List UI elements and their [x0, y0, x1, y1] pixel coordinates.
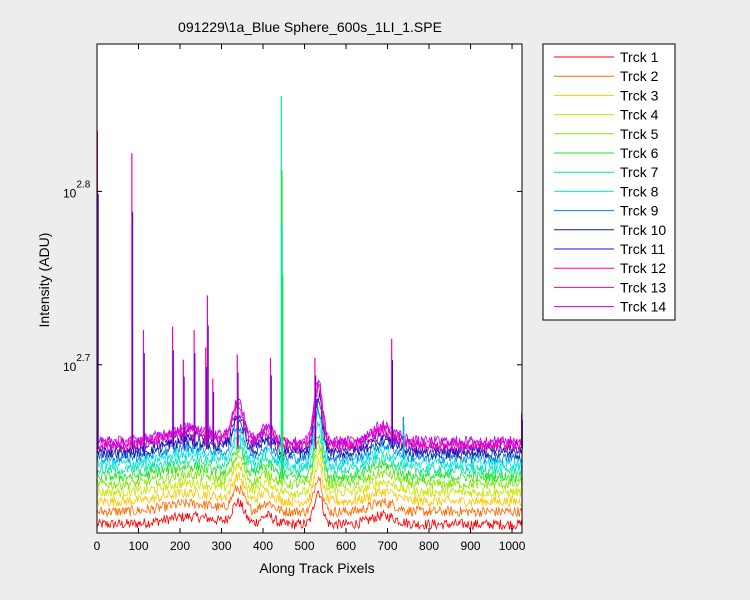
- x-tick-label: 900: [461, 539, 481, 553]
- plot-frame: [96, 43, 523, 534]
- legend-entry: Trck 2: [620, 68, 659, 84]
- legend-entry: Trck 13: [620, 279, 666, 295]
- plot-area: [97, 44, 522, 533]
- x-tick-label: 0: [94, 539, 101, 553]
- legend-box: [542, 43, 676, 321]
- legend-entry: Trck 3: [620, 87, 659, 103]
- series-line: [96, 449, 523, 499]
- legend-entry: Trck 11: [620, 241, 665, 257]
- x-tick-label: 600: [336, 539, 356, 553]
- chart-title: 091229\1a_Blue Sphere_600s_1LI_1.SPE: [178, 19, 442, 35]
- y-tick-label: 102.7: [63, 353, 91, 374]
- legend: Trck 1 Trck 2 Trck 3 Trck 4 Trck 5 Trck 6 Trck…: [542, 43, 676, 321]
- legend-entry: Trck 4: [620, 107, 659, 123]
- x-tick-label: 1000: [499, 539, 526, 553]
- series-line: [96, 421, 523, 476]
- legend-entry: Trck 7: [620, 164, 659, 180]
- x-tick-label: 100: [128, 539, 148, 553]
- x-tick-label: 200: [170, 539, 190, 553]
- series-line: [96, 458, 523, 508]
- series-layer: [96, 96, 523, 531]
- x-axis-label: Along Track Pixels: [259, 560, 374, 576]
- series-line: [96, 476, 523, 518]
- legend-entry: Trck 10: [620, 222, 666, 238]
- legend-entry: Trck 1: [620, 49, 659, 65]
- x-tick-label: 500: [295, 539, 315, 553]
- series-line: [96, 439, 523, 490]
- series-line: [96, 379, 523, 448]
- legend-entry: Trck 8: [620, 183, 659, 199]
- x-tick-label: 700: [378, 539, 398, 553]
- x-tick-label: 300: [211, 539, 231, 553]
- series-line: [96, 410, 523, 471]
- legend-entry: Trck 6: [620, 145, 659, 161]
- x-axis: 0 100 200 300 400 500 600 700 800 900 1000: [94, 44, 526, 553]
- series-line: [96, 381, 523, 450]
- y-axis: 102.7 102.8: [63, 179, 522, 374]
- series-line: [96, 406, 523, 465]
- series-line: [96, 490, 523, 531]
- x-tick-label: 400: [253, 539, 273, 553]
- legend-entry: Trck 5: [620, 126, 659, 142]
- legend-entry: Trck 9: [620, 203, 659, 219]
- y-axis-label: Intensity (ADU): [36, 233, 52, 328]
- legend-entry: Trck 12: [620, 260, 666, 276]
- legend-entry: Trck 14: [620, 299, 666, 315]
- series-line: [96, 433, 523, 483]
- x-tick-label: 800: [419, 539, 439, 553]
- y-tick-label: 102.8: [63, 179, 91, 200]
